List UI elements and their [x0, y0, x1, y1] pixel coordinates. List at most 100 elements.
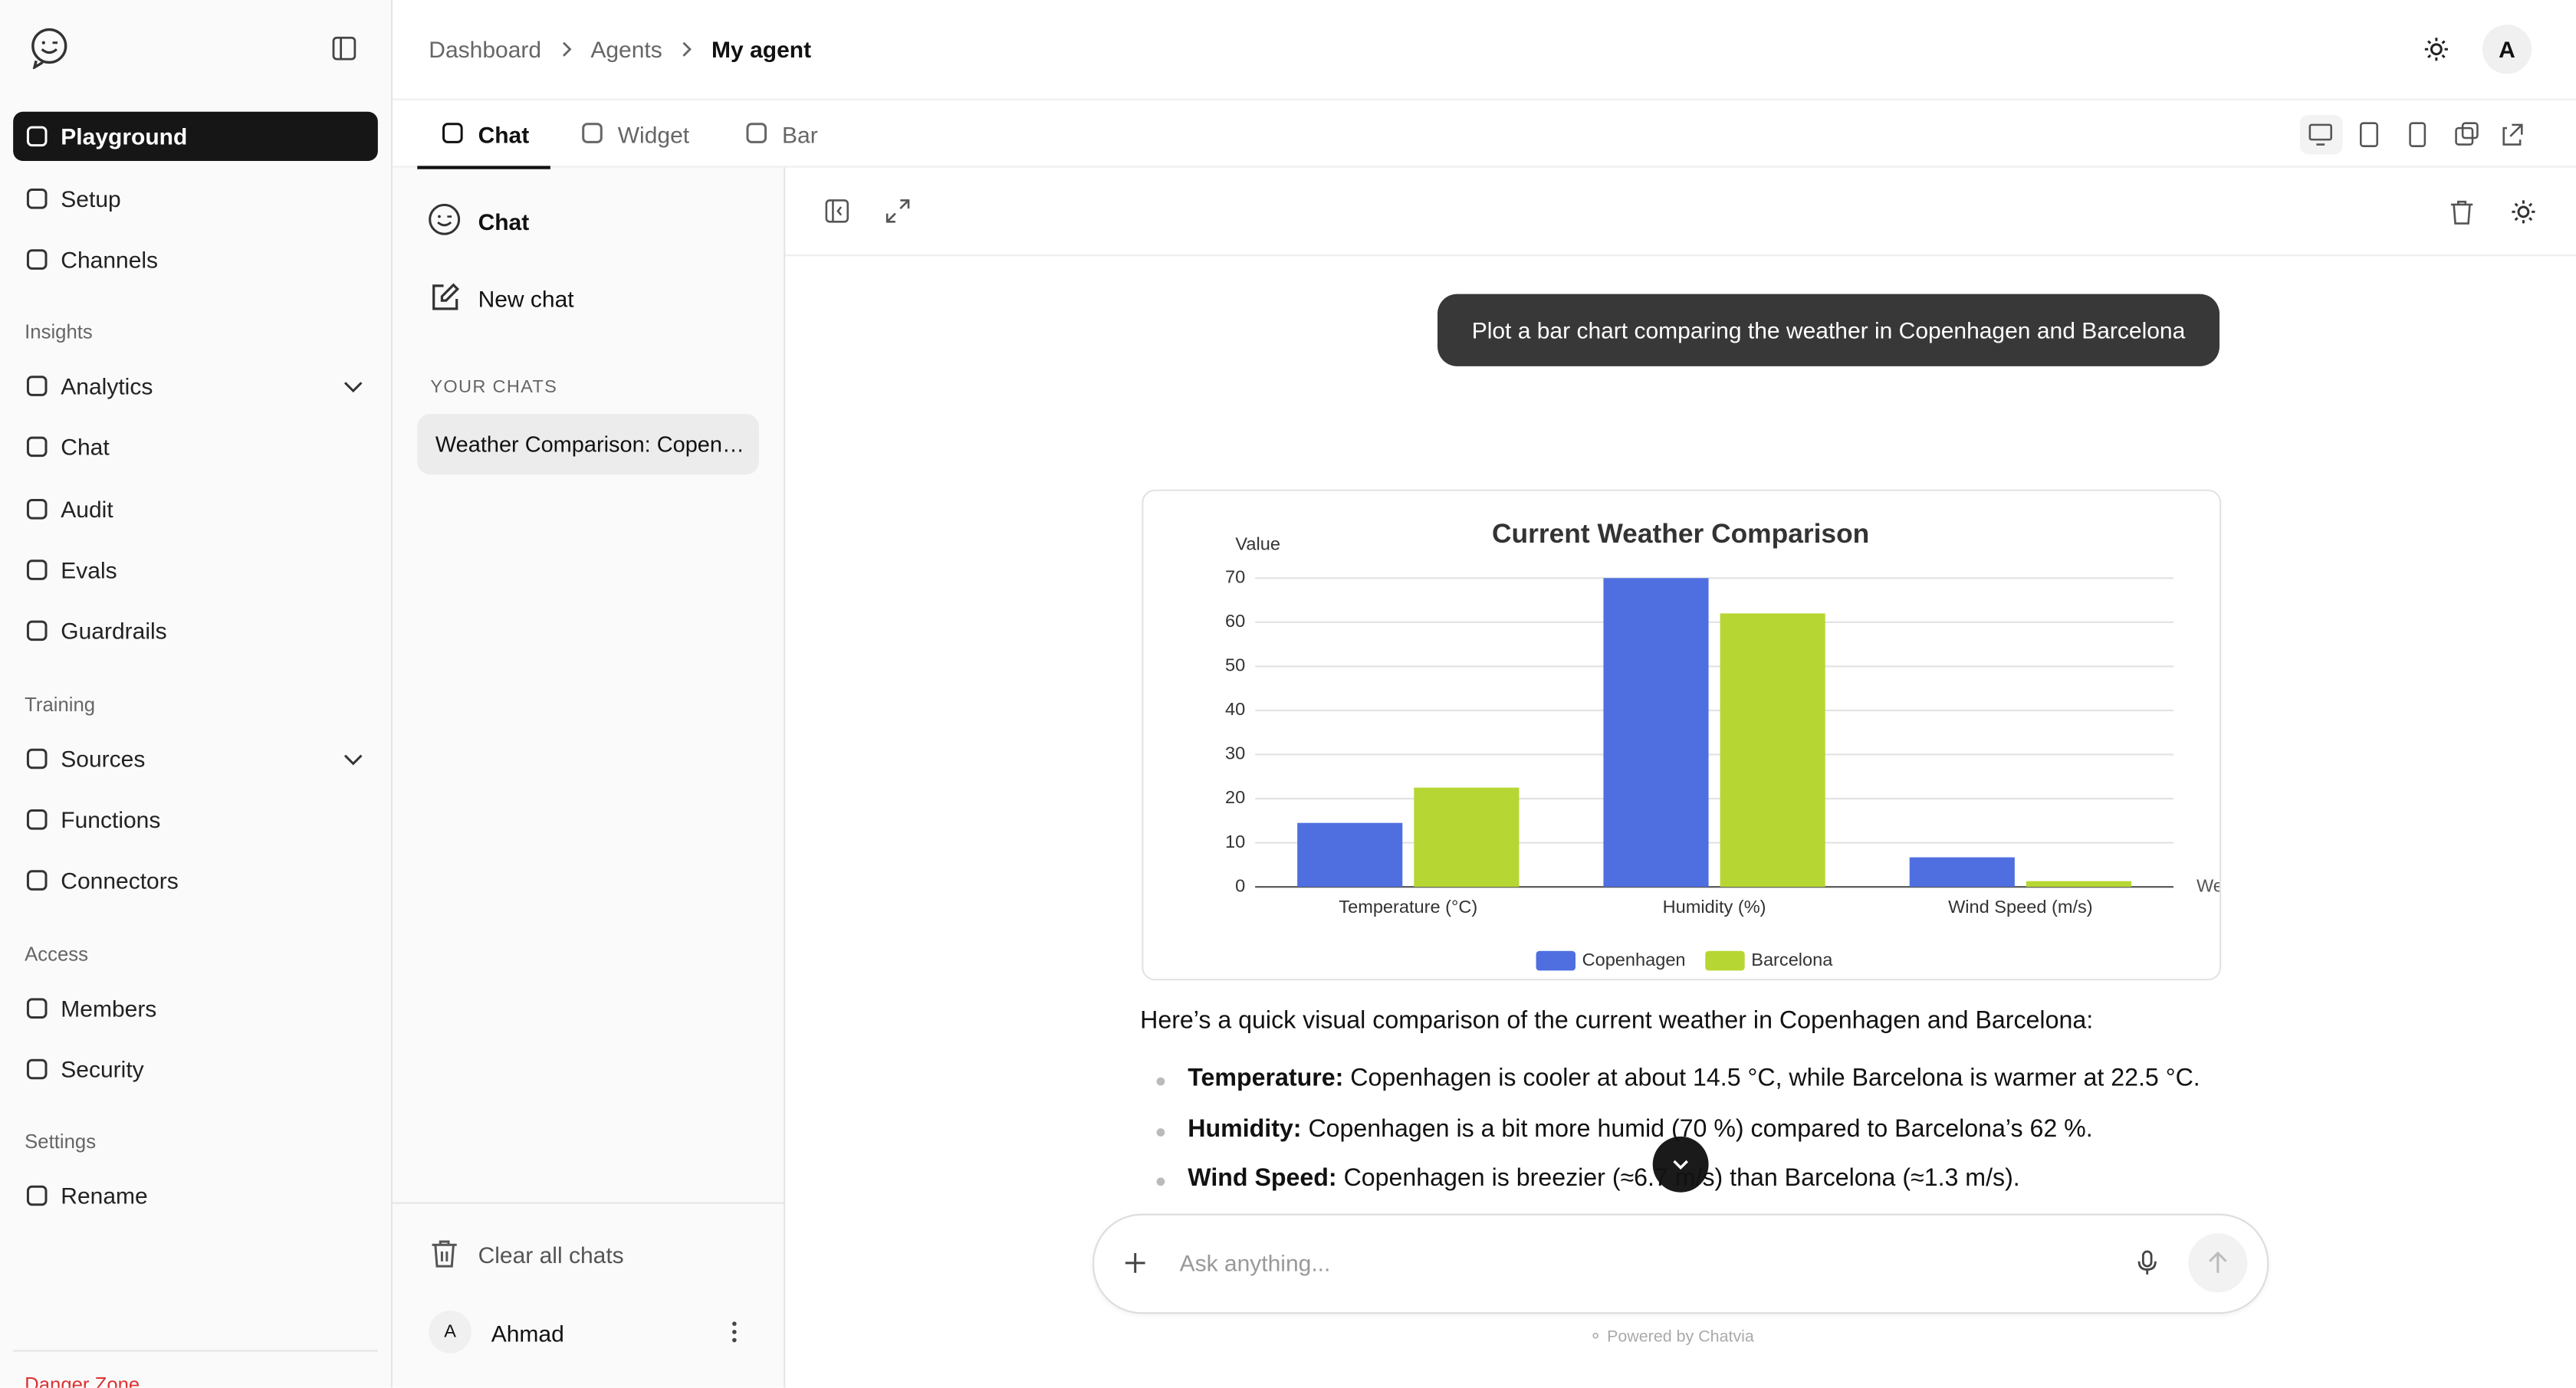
tab[interactable]: Bar	[721, 100, 836, 166]
nav-item[interactable]: Playground	[61, 123, 188, 149]
nav-heading: Insights	[25, 320, 93, 344]
icon-shape	[26, 559, 48, 580]
icon-shape	[26, 621, 48, 641]
attach[interactable]	[1124, 1252, 1147, 1275]
nav-icon	[26, 747, 48, 769]
chart: Current Weather Comparison Value We 0 10 2…	[1225, 519, 2223, 971]
icon-shape	[26, 437, 48, 458]
expand-chevron[interactable]	[340, 747, 366, 773]
nav-icon	[746, 123, 767, 143]
nav-icon	[26, 1185, 48, 1206]
mic[interactable]	[2136, 1250, 2159, 1276]
y-tick-label: 50	[1225, 655, 1245, 675]
expand-chevron[interactable]	[340, 375, 366, 401]
collapse-sidebar[interactable]	[332, 36, 356, 61]
device-icons	[2308, 122, 2523, 147]
bullet-label: Wind Speed:	[1188, 1164, 1337, 1193]
icon-shape	[26, 1058, 48, 1079]
crumb[interactable]: Dashboard	[429, 36, 542, 63]
bar	[1603, 578, 1709, 888]
send[interactable]	[2188, 1233, 2248, 1293]
chats-title: Chat	[478, 208, 530, 235]
tab[interactable]: Widget	[557, 100, 698, 166]
nav-icon	[26, 1058, 48, 1079]
nav-item[interactable]: Audit	[61, 495, 113, 522]
scroll-down[interactable]	[1652, 1136, 1709, 1193]
bullet-dot	[1156, 1077, 1165, 1086]
nav-icon	[26, 997, 48, 1018]
chat-theme[interactable]	[2510, 199, 2536, 225]
nav-icon	[26, 187, 48, 208]
clear-chats[interactable]: Clear all chats	[478, 1242, 624, 1268]
nav-heading: Settings	[25, 1130, 97, 1153]
nav-icon	[582, 123, 603, 143]
crumb: My agent	[711, 36, 812, 63]
chat-item-title: Weather Comparison: Copen…	[435, 431, 744, 457]
chart-title: Current Weather Comparison	[1492, 519, 1869, 549]
bullet-text: Copenhagen is a bit more humid (70 %) co…	[1308, 1114, 2093, 1143]
y-tick-label: 20	[1225, 787, 1245, 807]
delete-chat[interactable]	[2450, 199, 2474, 225]
divider	[393, 1202, 784, 1204]
nav-item[interactable]: Functions	[61, 806, 161, 833]
nav-icon	[26, 621, 48, 641]
nav-item[interactable]: Connectors	[61, 867, 179, 894]
y-tick-label: 10	[1225, 832, 1245, 852]
divider	[13, 1350, 378, 1352]
bullet: Humidity: Copenhagen is a bit more humid…	[1188, 1114, 2092, 1142]
icon-shape	[746, 123, 767, 143]
nav-item[interactable]: Analytics	[61, 372, 153, 399]
bar	[1414, 787, 1520, 888]
device-desktop[interactable]	[2300, 115, 2343, 155]
toggle-panel[interactable]	[825, 199, 849, 223]
bullet-dot	[1156, 1127, 1165, 1136]
chart-card: Current Weather Comparison Value We 0 10 2…	[1142, 489, 2223, 981]
y-axis-label: Value	[1235, 534, 1280, 554]
legend-label: Barcelona	[1751, 950, 1833, 970]
legend-swatch	[1705, 950, 1745, 971]
crumb[interactable]: Agents	[590, 36, 662, 63]
answer-intro: Here’s a quick visual comparison of the …	[1140, 1006, 2094, 1035]
chat-toolbar	[785, 168, 2576, 257]
icon-shape	[26, 126, 48, 147]
icon-shape	[26, 1185, 48, 1206]
nav-item[interactable]: Sources	[61, 744, 146, 772]
nav-item[interactable]: Members	[61, 994, 157, 1021]
nav-icon	[26, 376, 48, 397]
nav-item[interactable]: Guardrails	[61, 618, 167, 645]
theme-toggle[interactable]	[2423, 36, 2450, 62]
bullet: Temperature: Copenhagen is cooler at abo…	[1188, 1065, 2200, 1092]
tab-label: Chat	[478, 121, 530, 148]
logo	[31, 28, 67, 69]
chat-input[interactable]	[1092, 1213, 2269, 1314]
nav-item[interactable]: Channels	[61, 245, 159, 273]
icon-shape	[442, 123, 463, 143]
send-arrow	[2209, 1251, 2227, 1273]
icon-shape	[26, 809, 48, 830]
nav-item[interactable]: Evals	[61, 556, 117, 583]
legend-swatch	[1536, 950, 1576, 971]
chevron	[682, 41, 692, 57]
nav-item[interactable]: Rename	[61, 1183, 148, 1209]
icon-shape	[26, 747, 48, 769]
user-menu[interactable]	[721, 1319, 748, 1345]
avatar[interactable]: A	[2482, 25, 2532, 74]
new-chat[interactable]: New chat	[478, 285, 574, 313]
nav-item[interactable]: Chat	[61, 434, 110, 461]
expand[interactable]	[886, 199, 910, 223]
nav-item[interactable]: Setup	[61, 185, 121, 212]
trash-icon	[432, 1240, 457, 1268]
footer-text: Powered by Chatvia	[1607, 1328, 1754, 1347]
x-tick-label: Wind Speed (m/s)	[1948, 897, 2093, 917]
nav-item[interactable]: Security	[61, 1055, 144, 1082]
nav-icon	[26, 870, 48, 891]
nav-icon	[26, 559, 48, 580]
crumb-sep	[561, 41, 571, 57]
x-tick-label: Temperature (°C)	[1339, 897, 1477, 917]
chat-logo	[429, 203, 461, 235]
y-tick-label: 0	[1235, 875, 1245, 895]
chat-item[interactable]: Weather Comparison: Copen…	[417, 414, 759, 475]
tab[interactable]: Chat	[417, 100, 550, 169]
nav-heading: Training	[25, 692, 96, 716]
